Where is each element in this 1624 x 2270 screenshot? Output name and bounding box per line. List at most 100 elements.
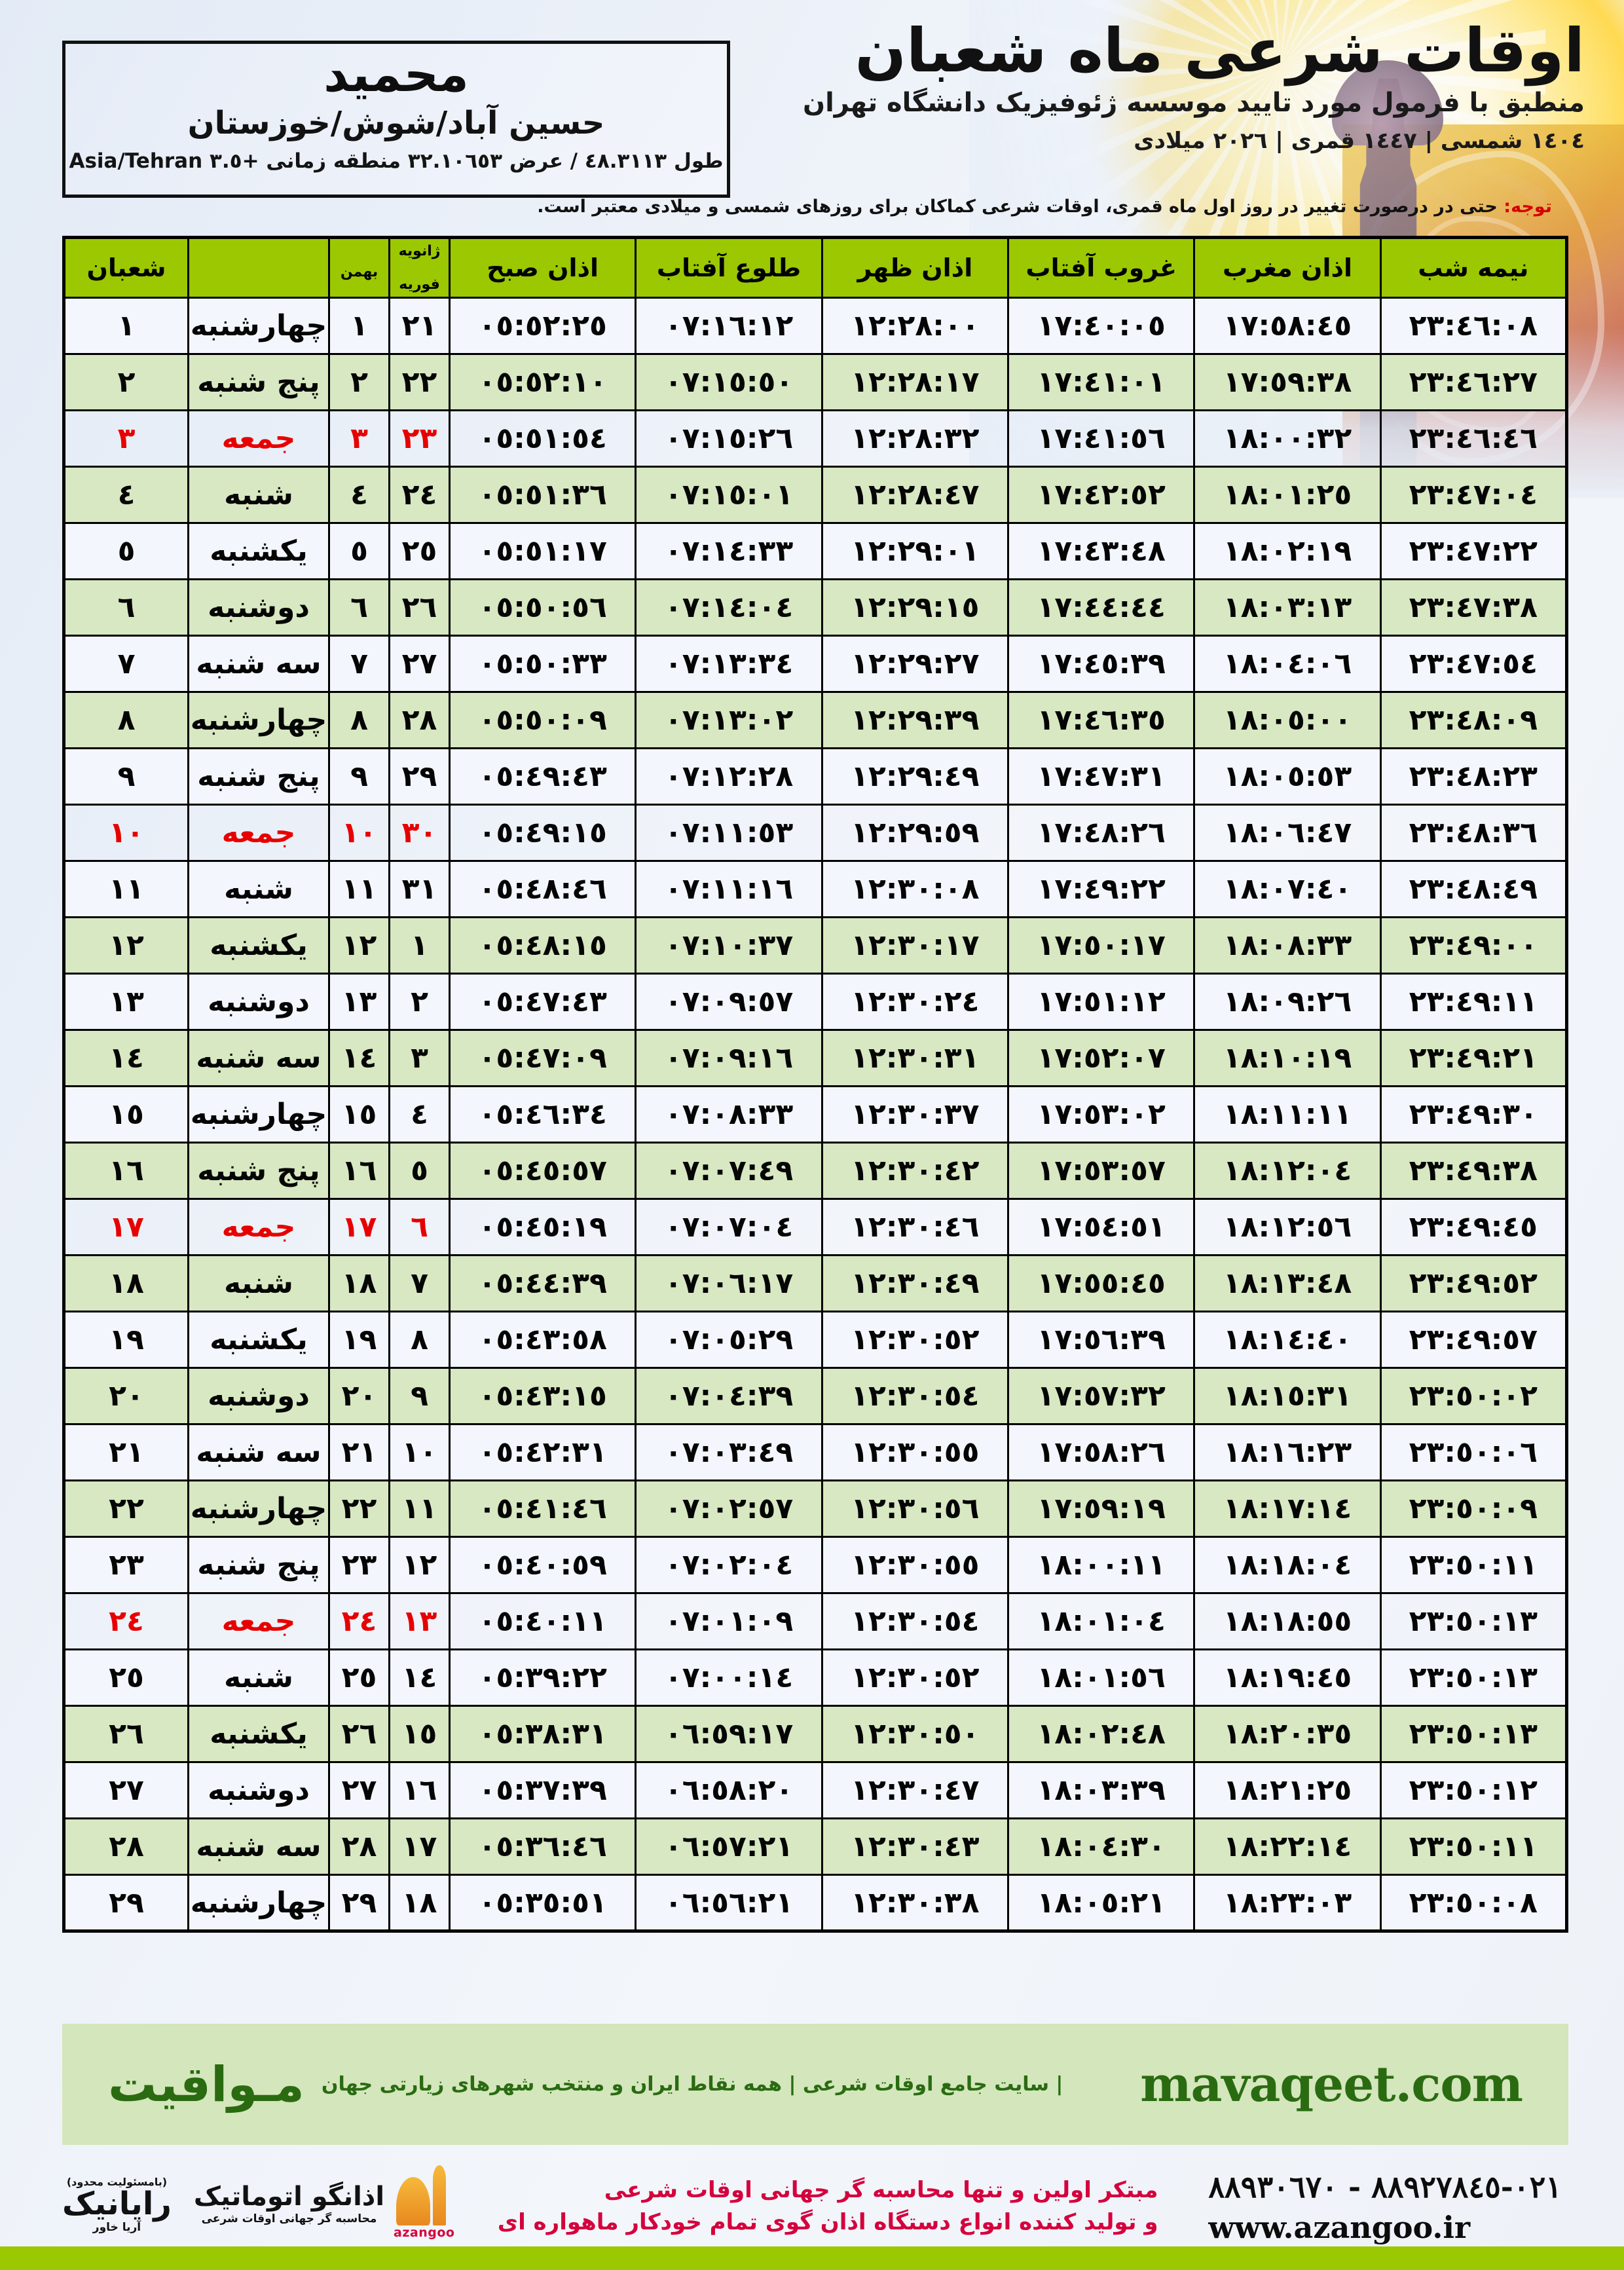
rayaneek-legal-note: (بامسئولیت محدود) (66, 2175, 168, 2188)
cell-shaban-day: ١٥ (63, 1085, 189, 1144)
cell-fajr: ٠٥:٤٥:٥٧ (448, 1142, 637, 1200)
cell-fajr: ٠٥:٣٨:٣١ (448, 1705, 637, 1763)
footer-domain[interactable]: mavaqeet.com (1140, 2056, 1523, 2113)
table-row: ٢٣:٥٠:١١ ١٨:١٨:٠٤ ١٨:٠٠:١١ ١٢:٣٠:٥٥ ٠٧:٠٢:٠٤… (63, 1536, 1568, 1594)
cell-fajr: ٠٥:٤٣:٥٨ (448, 1311, 637, 1369)
cell-sunrise: ٠٧:١٥:٢٦ (635, 409, 823, 468)
cell-gregorian-day: ١٧ (388, 1817, 451, 1876)
cell-weekday: سه شنبه (187, 1817, 330, 1876)
page-subtitle: منطبق با فرمول مورد تایید موسسه ژئوفیزیک… (802, 88, 1585, 119)
mosque-icon: azangoo (392, 2165, 454, 2240)
cell-sunset: ١٧:٤٦:٣٥ (1007, 691, 1196, 749)
cell-sunrise: ٠٧:١٦:١٢ (635, 297, 823, 355)
cell-maghrib: ١٨:٠٤:٠٦ (1193, 635, 1382, 693)
cell-gregorian-day: ٢٩ (388, 747, 451, 806)
cell-gregorian-day: ٣ (388, 1029, 451, 1087)
cell-fajr: ٠٥:٣٦:٤٦ (448, 1817, 637, 1876)
cell-weekday: جمعه (187, 1198, 330, 1256)
cell-shaban-day: ١٣ (63, 973, 189, 1031)
table-row: ٢٣:٤٨:٢٣ ١٨:٠٥:٥٣ ١٧:٤٧:٣١ ١٢:٢٩:٤٩ ٠٧:١٢:٢٨… (63, 747, 1568, 806)
calendar-years: ١٤٠٤ شمسی | ١٤٤٧ قمری | ٢٠٢٦ میلادی (1134, 128, 1585, 155)
cell-weekday: جمعه (187, 409, 330, 468)
cell-dhuhr: ١٢:٢٩:٢٧ (821, 635, 1010, 693)
cell-shaban-day: ٦ (63, 578, 189, 637)
cell-fajr: ٠٥:٥٠:٠٩ (448, 691, 637, 749)
cell-fajr: ٠٥:٤٧:٤٣ (448, 973, 637, 1031)
cell-shaban-day: ٤ (63, 466, 189, 524)
cell-midnight: ٢٣:٤٩:٤٥ (1379, 1198, 1568, 1256)
table-row: ٢٣:٤٦:٠٨ ١٧:٥٨:٤٥ ١٧:٤٠:٠٥ ١٢:٢٨:٠٠ ٠٧:١٦:١٢… (63, 297, 1568, 355)
cell-shaban-day: ٢٦ (63, 1705, 189, 1763)
cell-shaban-day: ١٢ (63, 916, 189, 975)
cell-dhuhr: ١٢:٢٩:٠١ (821, 522, 1010, 580)
cell-sunrise: ٠٧:٠٦:١٧ (635, 1254, 823, 1312)
bottom-contact-strip: ٠٢١-٨٨٩٢٧٨٤٥ - ٨٨٩٣٠٦٧٠ www.azangoo.ir م… (0, 2155, 1624, 2270)
cell-midnight: ٢٣:٥٠:٠٩ (1379, 1479, 1568, 1538)
table-row: ٢٣:٤٩:٣٠ ١٨:١١:١١ ١٧:٥٣:٠٢ ١٢:٣٠:٣٧ ٠٧:٠٨:٣٣… (63, 1085, 1568, 1144)
cell-sunset: ١٧:٥٣:٠٢ (1007, 1085, 1196, 1144)
cell-sunrise: ٠٧:١٤:٣٣ (635, 522, 823, 580)
cell-sunset: ١٧:٤١:٥٦ (1007, 409, 1196, 468)
cell-bahman-day: ٢٤ (328, 1592, 390, 1650)
cell-midnight: ٢٣:٤٧:٠٤ (1379, 466, 1568, 524)
cell-fajr: ٠٥:٥١:٥٤ (448, 409, 637, 468)
cell-dhuhr: ١٢:٣٠:٥٠ (821, 1705, 1010, 1763)
cell-maghrib: ١٨:١٥:٣١ (1193, 1367, 1382, 1425)
cell-bahman-day: ١٩ (328, 1311, 390, 1369)
azangoo-wordmark: azangoo (394, 2225, 455, 2240)
table-row: ٢٣:٤٨:٣٦ ١٨:٠٦:٤٧ ١٧:٤٨:٢٦ ١٢:٢٩:٥٩ ٠٧:١١:٥٣… (63, 804, 1568, 862)
cell-dhuhr: ١٢:٣٠:٤٢ (821, 1142, 1010, 1200)
cell-bahman-day: ٢٩ (328, 1874, 390, 1932)
cell-sunrise: ٠٧:١٥:٠١ (635, 466, 823, 524)
prayer-times-table-container: نیمه شب اذان مغرب غروب آفتاب اذان ظهر طل… (62, 236, 1568, 1933)
cell-gregorian-day: ٥ (388, 1142, 451, 1200)
cell-midnight: ٢٣:٥٠:١٣ (1379, 1648, 1568, 1707)
cell-bahman-day: ٨ (328, 691, 390, 749)
cell-weekday: جمعه (187, 804, 330, 862)
cell-gregorian-day: ١ (388, 916, 451, 975)
cell-dhuhr: ١٢:٣٠:٣٧ (821, 1085, 1010, 1144)
website-url[interactable]: www.azangoo.ir (1208, 2210, 1471, 2245)
cell-shaban-day: ١ (63, 297, 189, 355)
contact-block: ٠٢١-٨٨٩٢٧٨٤٥ - ٨٨٩٣٠٦٧٠ www.azangoo.ir (1208, 2160, 1562, 2245)
cell-maghrib: ١٨:١٣:٤٨ (1193, 1254, 1382, 1312)
page-title: اوقات شرعی ماه شعبان (855, 16, 1585, 86)
cell-maghrib: ١٨:٢٣:٠٣ (1193, 1874, 1382, 1932)
cell-bahman-day: ١٠ (328, 804, 390, 862)
table-row: ٢٣:٥٠:٠٢ ١٨:١٥:٣١ ١٧:٥٧:٣٢ ١٢:٣٠:٥٤ ٠٧:٠٤:٣٩… (63, 1367, 1568, 1425)
cell-sunrise: ٠٧:٠٧:٠٤ (635, 1198, 823, 1256)
cell-gregorian-day: ٣١ (388, 860, 451, 918)
cell-midnight: ٢٣:٤٧:٥٤ (1379, 635, 1568, 693)
cell-weekday: پنج شنبه (187, 747, 330, 806)
cell-bahman-day: ٢١ (328, 1423, 390, 1481)
cell-shaban-day: ٢٩ (63, 1874, 189, 1932)
cell-fajr: ٠٥:٤٨:٤٦ (448, 860, 637, 918)
cell-shaban-day: ٨ (63, 691, 189, 749)
cell-bahman-day: ٤ (328, 466, 390, 524)
cell-shaban-day: ٢٤ (63, 1592, 189, 1650)
cell-sunrise: ٠٧:٠٩:٥٧ (635, 973, 823, 1031)
cell-weekday: چهارشنبه (187, 297, 330, 355)
column-header-gregorian: ژانویه فوریه (388, 236, 451, 299)
cell-shaban-day: ٢٣ (63, 1536, 189, 1594)
cell-sunset: ١٧:٤١:٠١ (1007, 353, 1196, 411)
cell-gregorian-day: ١٦ (388, 1761, 451, 1819)
cell-fajr: ٠٥:٤٩:٤٣ (448, 747, 637, 806)
slogan-block: مبتکر اولین و تنها محاسبه گر جهانی اوقات… (498, 2160, 1158, 2239)
cell-shaban-day: ١١ (63, 860, 189, 918)
footer-brand-group: | سایت جامع اوقات شرعی | همه نقاط ایران … (108, 2056, 1063, 2113)
cell-sunset: ١٨:٠١:٠٤ (1007, 1592, 1196, 1650)
table-row: ٢٣:٥٠:١٣ ١٨:١٩:٤٥ ١٨:٠١:٥٦ ١٢:٣٠:٥٢ ٠٧:٠٠:١٤… (63, 1648, 1568, 1707)
cell-gregorian-day: ٢٦ (388, 578, 451, 637)
table-row: ٢٣:٤٧:٥٤ ١٨:٠٤:٠٦ ١٧:٤٥:٣٩ ١٢:٢٩:٢٧ ٠٧:١٣:٣٤… (63, 635, 1568, 693)
cell-gregorian-day: ٢٨ (388, 691, 451, 749)
cell-sunset: ١٨:٠٢:٤٨ (1007, 1705, 1196, 1763)
cell-gregorian-day: ١٤ (388, 1648, 451, 1707)
cell-maghrib: ١٨:١٨:٥٥ (1193, 1592, 1382, 1650)
azangoo-logo: azangoo اذانگو اتوماتیک محاسبه گر جهانی … (194, 2165, 454, 2240)
cell-weekday: سه شنبه (187, 635, 330, 693)
cell-dhuhr: ١٢:٣٠:٥٥ (821, 1536, 1010, 1594)
cell-fajr: ٠٥:٥٠:٥٦ (448, 578, 637, 637)
cell-maghrib: ١٨:٠٢:١٩ (1193, 522, 1382, 580)
cell-midnight: ٢٣:٤٧:٣٨ (1379, 578, 1568, 637)
